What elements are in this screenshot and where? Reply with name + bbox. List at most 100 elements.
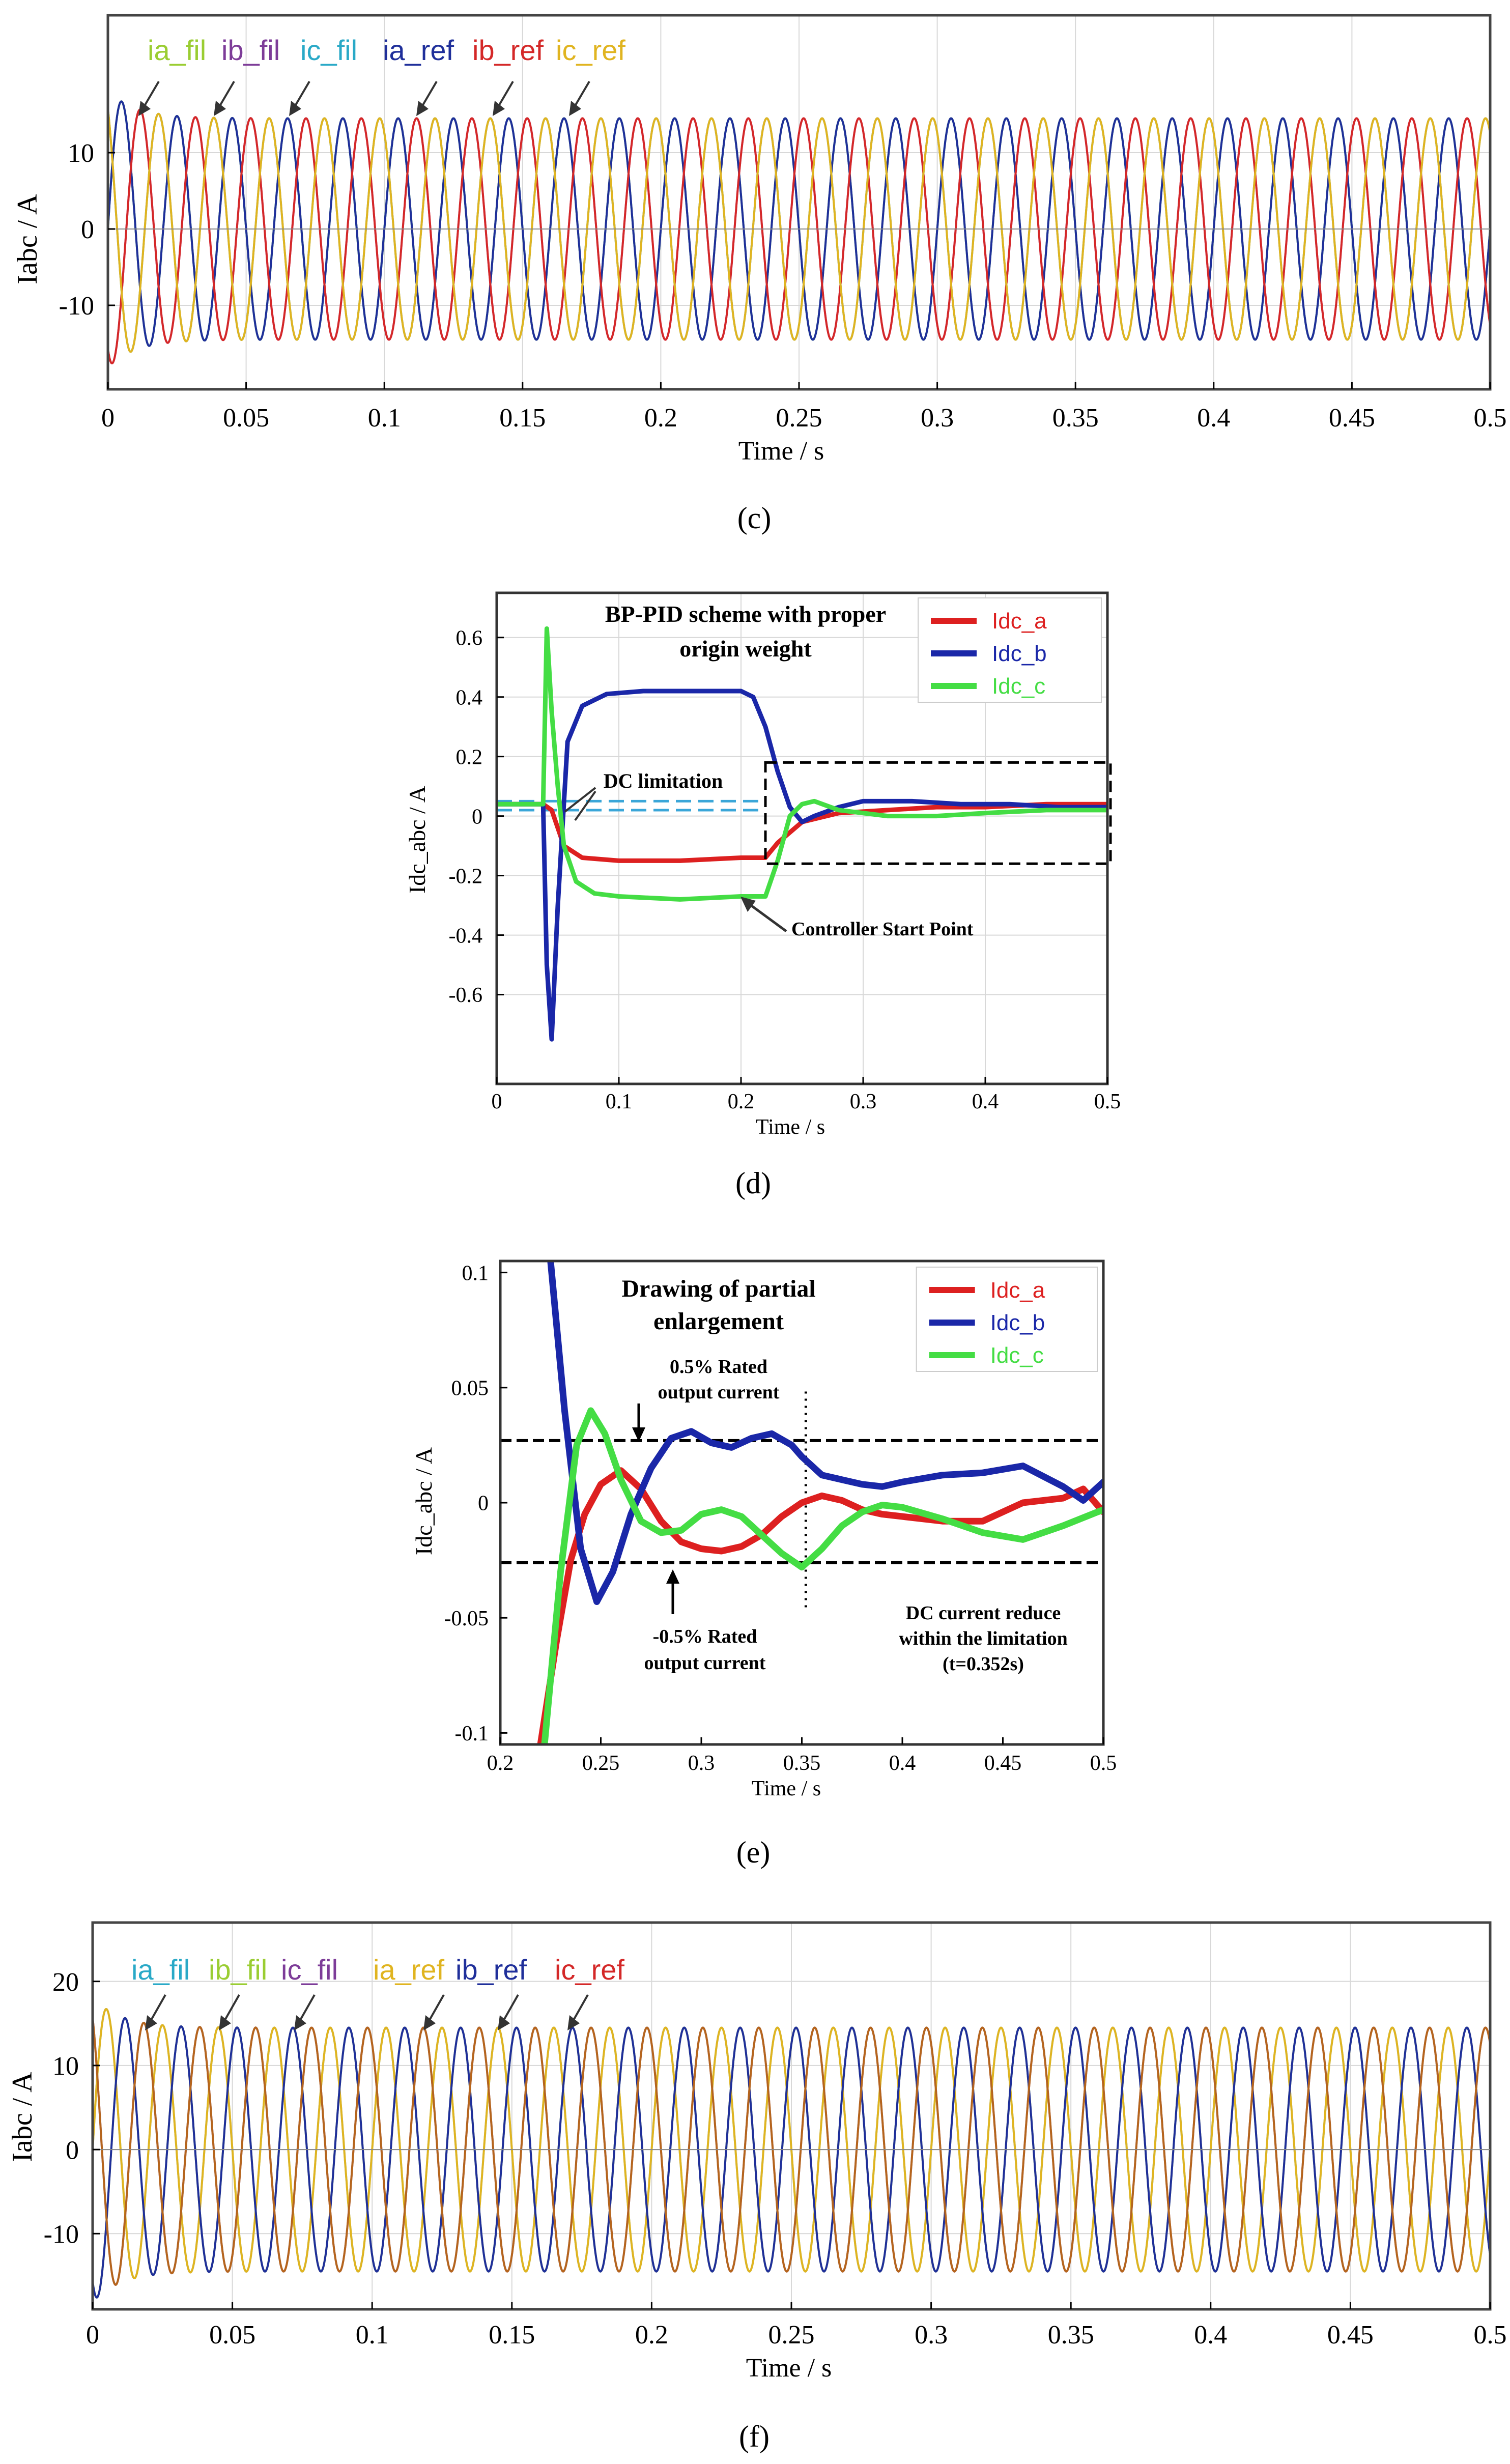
- x-tick-label: 0.3: [915, 2320, 948, 2350]
- x-tick-label: 0: [86, 2320, 99, 2350]
- x-tick-label: 0.5: [1474, 404, 1507, 433]
- y-tick-label: 0.1: [462, 1262, 489, 1285]
- x-tick-label: 0.3: [850, 1090, 877, 1113]
- y-tick-label: -0.2: [449, 865, 483, 888]
- legend-entry: ic_ref: [556, 34, 625, 66]
- x-tick-label: 0.4: [1194, 2320, 1227, 2350]
- x-tick-label: 0.15: [499, 404, 546, 433]
- x-axis-label: Time / s: [738, 437, 824, 466]
- annotation-controller-start: Controller Start Point: [791, 919, 974, 940]
- x-tick-label: 0.05: [223, 404, 269, 433]
- y-tick-label: 0: [81, 215, 94, 244]
- x-tick-label: 0.35: [1052, 404, 1099, 433]
- y-axis-label: Idc_abc / A: [404, 786, 430, 894]
- x-tick-label: 0.4: [1197, 404, 1230, 433]
- legend-entry: ic_fil: [300, 34, 357, 66]
- legend-entry: ib_ref: [455, 1954, 527, 1986]
- legend-entry: ic_fil: [281, 1954, 338, 1986]
- chart-d: 0 0.1 0.2 0.3 0.4 0.5 -0.6 -0.4 -0.2 0 0.2 0.4 0.6 Ti…: [404, 591, 1121, 1200]
- pointer-arrowhead: [214, 101, 226, 116]
- chart-title-line1: Drawing of partial: [621, 1275, 815, 1302]
- series-Idc_b: [497, 689, 1107, 1042]
- legend-entry: ib_fil: [209, 1954, 267, 1986]
- legend-entry: ib_fil: [221, 34, 280, 66]
- annotation-arrowhead: [740, 897, 756, 912]
- legend-entry: Idc_c: [990, 1343, 1044, 1368]
- legend-entry: Idc_b: [992, 641, 1047, 666]
- y-axis-label: Iabc / A: [7, 2072, 38, 2162]
- annotation-arrowhead: [632, 1427, 645, 1442]
- annotation-lower-line2: output current: [644, 1652, 766, 1674]
- x-tick-label: 0.45: [984, 1752, 1022, 1775]
- pointer-arrowhead: [423, 2015, 436, 2030]
- y-tick-label: -0.1: [455, 1722, 489, 1745]
- x-tick-label: 0.25: [776, 404, 822, 433]
- legend-entry: ib_ref: [472, 34, 544, 66]
- y-tick-label: -10: [44, 2220, 79, 2249]
- x-tick-label: 0.1: [356, 2320, 389, 2350]
- chart-c: 0 0.05 0.1 0.15 0.2 0.25 0.3 0.35 0.4 0.45 0.5 -10 0…: [12, 14, 1507, 535]
- annotation-arrowhead: [666, 1569, 679, 1584]
- annotation-upper-line2: output current: [658, 1382, 780, 1403]
- x-tick-label: 0.25: [768, 2320, 815, 2350]
- series-Idc_c: [541, 1407, 1103, 1744]
- pointer-arrowhead: [294, 2015, 306, 2030]
- pointer-arrowhead: [416, 101, 429, 116]
- figure-caption: (f): [739, 2420, 770, 2453]
- annotation-right-line1: DC current reduce: [906, 1602, 1061, 1624]
- x-tick-label: 0.45: [1327, 2320, 1374, 2350]
- legend-entry: Idc_b: [990, 1310, 1045, 1335]
- x-tick-label: 0.5: [1094, 1090, 1121, 1113]
- x-tick-label: 0.2: [635, 2320, 668, 2350]
- y-tick-label: 0: [472, 805, 482, 828]
- pointer-arrowhead: [289, 101, 301, 116]
- annotation-arrow: [564, 787, 596, 813]
- x-tick-label: 0.35: [1048, 2320, 1094, 2350]
- x-tick-label: 0.4: [889, 1752, 916, 1775]
- x-tick-label: 0.1: [606, 1090, 633, 1113]
- legend-entry: Idc_c: [992, 674, 1045, 699]
- annotation-arrow: [574, 790, 596, 821]
- y-tick-label: 10: [68, 139, 94, 168]
- x-tick-label: 0.2: [728, 1090, 755, 1113]
- x-tick-label: 0.15: [489, 2320, 535, 2350]
- x-tick-label: 0.45: [1329, 404, 1375, 433]
- pointer-arrowhead: [138, 101, 151, 116]
- x-tick-label: 0.2: [487, 1752, 514, 1775]
- x-tick-label: 0: [492, 1090, 502, 1113]
- x-axis-label: Time / s: [752, 1777, 821, 1800]
- y-tick-label: -0.05: [444, 1607, 489, 1630]
- figure-caption: (d): [735, 1166, 771, 1200]
- annotation-right-line3: (t=0.352s): [943, 1653, 1024, 1675]
- pointer-arrowhead: [493, 101, 505, 116]
- y-tick-label: 0.4: [456, 686, 483, 709]
- chart-e: 0.2 0.25 0.3 0.35 0.4 0.45 0.5 -0.1 -0.05 0 0.05 0.…: [411, 1259, 1117, 1869]
- legend-entry: ia_fil: [131, 1954, 190, 1986]
- annotation-upper-line1: 0.5% Rated: [670, 1356, 767, 1378]
- legend-entry: Idc_a: [990, 1278, 1045, 1303]
- x-tick-label: 0.5: [1090, 1752, 1117, 1775]
- y-tick-label: -0.6: [449, 984, 483, 1007]
- series-Idc_a: [537, 1467, 1103, 1744]
- pointer-arrowhead: [145, 2015, 157, 2030]
- plot-area: [497, 626, 1107, 1042]
- x-tick-label: 0.1: [368, 404, 401, 433]
- pointer-arrowhead: [569, 101, 581, 116]
- y-tick-label: -10: [59, 292, 94, 321]
- y-tick-label: 20: [52, 1968, 79, 1997]
- x-tick-label: 0.05: [209, 2320, 255, 2350]
- legend-entry: ia_fil: [148, 34, 206, 66]
- annotation-arrow: [747, 902, 787, 933]
- x-tick-label: 0.2: [644, 404, 677, 433]
- y-tick-label: 0.6: [456, 626, 483, 650]
- pointer-arrowhead: [567, 2015, 580, 2030]
- legend-entry: ia_ref: [373, 1954, 445, 1986]
- y-tick-label: 0: [66, 2136, 79, 2165]
- x-axis-label: Time / s: [756, 1115, 825, 1139]
- x-tick-label: 0.4: [972, 1090, 999, 1113]
- x-tick-label: 0.3: [921, 404, 954, 433]
- legend-entry: ic_ref: [555, 1954, 624, 1986]
- y-tick-label: 10: [52, 2052, 79, 2081]
- y-tick-label: 0: [478, 1492, 489, 1515]
